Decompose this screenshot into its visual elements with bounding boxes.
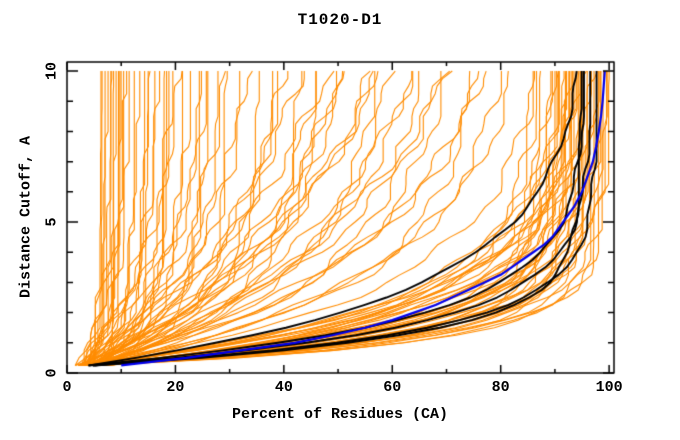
y-axis-label: Distance Cutoff, A (17, 135, 35, 299)
y-tick-label: 10 (43, 62, 61, 81)
x-tick-label: 40 (274, 379, 293, 396)
plot-title: T1020-D1 (297, 11, 383, 29)
y-tick-label: 5 (43, 217, 61, 227)
x-tick-label: 80 (491, 379, 510, 396)
x-tick-label: 60 (383, 379, 402, 396)
x-tick-label: 100 (595, 379, 623, 396)
x-tick-label: 20 (166, 379, 185, 396)
y-tick-label: 0 (43, 368, 61, 378)
x-tick-label: 0 (62, 379, 72, 396)
x-axis-label: Percent of Residues (CA) (231, 406, 449, 423)
